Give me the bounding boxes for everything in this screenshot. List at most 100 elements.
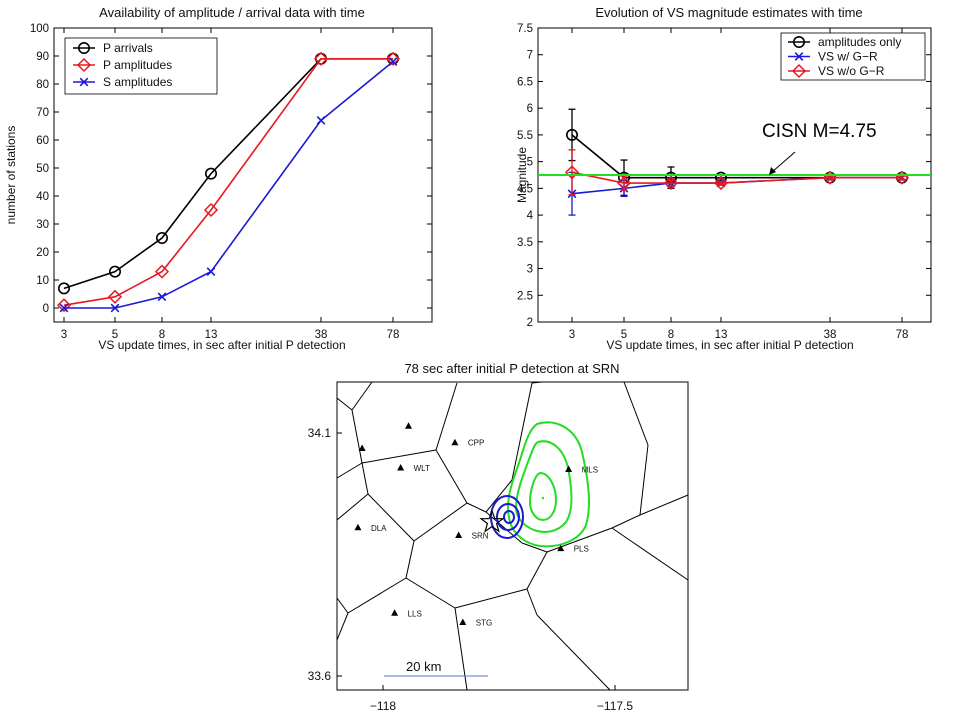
station-triangle-icon: [455, 531, 463, 539]
voronoi-edge: [611, 527, 689, 581]
panel1-legend: P arrivals P amplitudes S amplitudes: [64, 37, 218, 95]
scale-bar: 20 km: [384, 659, 488, 677]
series-line: [63, 57, 393, 306]
xtick-label: 78: [896, 329, 909, 341]
blue-contour-middle: [496, 503, 520, 531]
green-contour-outer: [507, 421, 590, 548]
xtick-label: 38: [315, 329, 328, 341]
green-contour-inner: [528, 471, 558, 522]
voronoi-edge: [336, 612, 349, 641]
ytick-label: 70: [36, 107, 49, 119]
station-triangle-icon: [451, 438, 459, 446]
voronoi-edge: [639, 444, 649, 516]
panel1-title: Availability of amplitude / arrival data…: [99, 5, 365, 20]
voronoi-edge: [405, 577, 456, 609]
voronoi-edge: [347, 577, 407, 614]
map-y-ticks: 34.1 33.6: [308, 426, 342, 683]
map-xtick-label: −118: [370, 699, 396, 713]
ytick-label: 5: [527, 157, 533, 169]
data-point: [206, 267, 216, 276]
station-triangle-icon: [405, 422, 413, 429]
panel2-xlabel: VS update times, in sec after initial P …: [606, 338, 853, 352]
green-contour-center: [541, 496, 545, 500]
ytick-label: 6.5: [517, 76, 533, 88]
voronoi-edge: [435, 382, 458, 451]
panel-station-map: 78 sec after initial P detection at SRN: [308, 361, 689, 713]
ytick-label: 5.5: [517, 130, 533, 142]
station-label: STG: [476, 619, 492, 628]
data-point: [59, 303, 69, 313]
voronoi-edge: [454, 607, 468, 691]
station-triangle-icon: [557, 544, 565, 552]
voronoi-edge: [466, 502, 487, 513]
ytick-label: 0: [43, 303, 49, 315]
legend-label: VS w/ G−R: [818, 50, 878, 64]
station-label: LLS: [408, 609, 422, 618]
station-triangle-icon: [459, 618, 467, 626]
series-2: [59, 57, 398, 313]
reference-arrow-shaft: [771, 151, 796, 173]
blue-contour-inner: [503, 510, 515, 524]
voronoi-cells: [336, 381, 689, 691]
xtick-label: 38: [824, 329, 837, 341]
ytick-label: 3: [527, 264, 533, 276]
panel1-x-ticks: 3 5 8 13 38 78: [61, 28, 400, 341]
voronoi-edge: [526, 588, 538, 616]
seismic-stations: CPP MLS WLT DLA SRN PLS LLS STG: [354, 422, 598, 628]
map-xtick-label: −117.5: [597, 699, 633, 713]
station-label: PLS: [574, 545, 589, 554]
voronoi-edge: [521, 542, 548, 553]
station-label: CPP: [468, 439, 484, 448]
ytick-label: 2.5: [517, 290, 533, 302]
data-point: [385, 51, 401, 66]
voronoi-edge: [361, 462, 369, 495]
legend-label: P amplitudes: [103, 58, 172, 72]
voronoi-edge: [336, 462, 363, 479]
xtick-label: 8: [668, 329, 674, 341]
ytick-label: 6: [527, 103, 533, 115]
xtick-label: 13: [715, 329, 728, 341]
data-point: [564, 165, 580, 180]
panel2-ylabel: Magnitude: [515, 147, 529, 203]
voronoi-edge: [405, 540, 415, 579]
voronoi-edge: [511, 382, 533, 481]
legend-marker: [791, 63, 807, 79]
panel1-legend-items: P arrivals P amplitudes S amplitudes: [73, 41, 172, 89]
station-label: DLA: [371, 524, 387, 533]
station-label: MLS: [582, 465, 598, 474]
panel2-plot-area: [564, 108, 910, 216]
panel3-title: 78 sec after initial P detection at SRN: [404, 361, 619, 376]
map-ytick-label: 33.6: [308, 669, 332, 683]
panel-magnitude-evolution: Evolution of VS magnitude estimates with…: [515, 5, 932, 352]
data-point: [57, 282, 70, 295]
xtick-label: 3: [569, 329, 575, 341]
voronoi-edge: [336, 397, 353, 411]
series-1: [56, 51, 401, 313]
voronoi-edge: [435, 449, 468, 504]
xtick-label: 8: [159, 329, 165, 341]
station-triangle-icon: [391, 609, 399, 616]
data-point: [205, 167, 218, 180]
panel1-plot-area: [56, 51, 401, 313]
voronoi-edge: [526, 551, 548, 590]
xtick-label: 5: [621, 329, 627, 341]
data-point: [154, 264, 170, 279]
legend-label: S amplitudes: [103, 75, 172, 89]
blue-contours: [490, 495, 524, 539]
data-point: [565, 128, 578, 141]
legend-label: P arrivals: [103, 41, 153, 55]
legend-label: VS w/o G−R: [818, 64, 885, 78]
xtick-label: 78: [387, 329, 400, 341]
data-point: [713, 175, 729, 191]
ytick-label: 40: [36, 191, 49, 203]
panel-station-availability: Availability of amplitude / arrival data…: [4, 5, 433, 352]
blue-contour-outer: [490, 495, 524, 539]
voronoi-edge: [546, 527, 613, 553]
ytick-label: 7: [527, 50, 533, 62]
voronoi-edge: [485, 479, 513, 513]
ytick-label: 50: [36, 163, 49, 175]
map-frame: [336, 381, 689, 691]
data-point: [203, 202, 219, 218]
